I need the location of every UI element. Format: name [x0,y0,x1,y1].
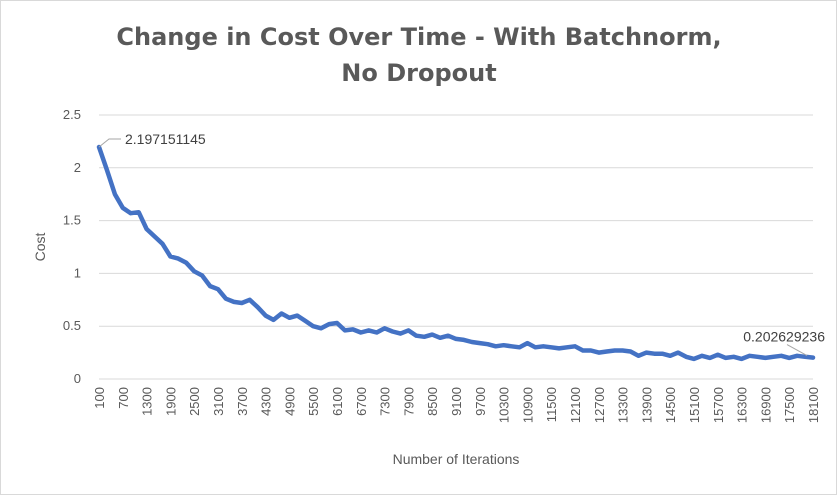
x-tick-label: 15100 [687,387,702,423]
chart-title: Change in Cost Over Time - With Batchnor… [116,23,722,87]
x-tick-label: 6700 [354,387,369,416]
x-tick-label: 12700 [592,387,607,423]
x-tick-label: 18100 [806,387,821,423]
x-tick-label: 16900 [758,387,773,423]
y-tick-label: 1.5 [63,213,81,228]
data-label-group: 2.197151145 0.202629236 [98,131,825,357]
y-tick-label: 0.5 [63,318,81,333]
leader-line [98,138,121,148]
x-tick-label: 16300 [735,387,750,423]
x-tick-label: 13900 [639,387,654,423]
x-axis-title: Number of Iterations [393,451,520,467]
y-tick-label: 0 [74,371,81,386]
x-tick-label: 1300 [140,387,155,416]
y-axis-title: Cost [32,233,48,262]
x-tick-label: 2500 [187,387,202,416]
x-tick-label: 7900 [401,387,416,416]
x-tick-label: 4300 [259,387,274,416]
data-label-start: 2.197151145 [125,131,206,147]
y-tick-label: 2 [74,160,81,175]
x-tick-label: 12100 [568,387,583,423]
x-tick-label: 6100 [330,387,345,416]
x-tick-label: 8500 [425,387,440,416]
x-tick-label: 10300 [497,387,512,423]
x-tick-label: 10900 [520,387,535,423]
data-label-end: 0.202629236 [743,329,825,345]
gridlines [99,114,813,327]
x-tick-label: 7300 [378,387,393,416]
x-tick-label: 13300 [616,387,631,423]
y-tick-labels: 0 0.5 1 1.5 2 2.5 [63,107,81,386]
leader-line [786,344,808,357]
x-tick-label: 3100 [211,387,226,416]
cost-series-line [96,144,816,362]
x-tick-label: 700 [116,387,131,409]
x-tick-label: 15700 [711,387,726,423]
x-tick-label: 9700 [473,387,488,416]
x-tick-label: 9100 [449,387,464,416]
x-tick-label: 17500 [782,387,797,423]
x-tick-labels: 100 700 1300 1900 2500 3100 3700 4300 4900 5500 61… [92,387,821,423]
y-tick-label: 1 [74,265,81,280]
x-tick-label: 100 [92,387,107,409]
y-tick-label: 2.5 [63,107,81,122]
x-tick-label: 4900 [282,387,297,416]
x-tick-label: 1900 [163,387,178,416]
x-tick-label: 11500 [544,387,559,422]
x-tick-label: 5500 [306,387,321,416]
x-tick-label: 14500 [663,387,678,423]
x-tick-label: 3700 [235,387,250,416]
